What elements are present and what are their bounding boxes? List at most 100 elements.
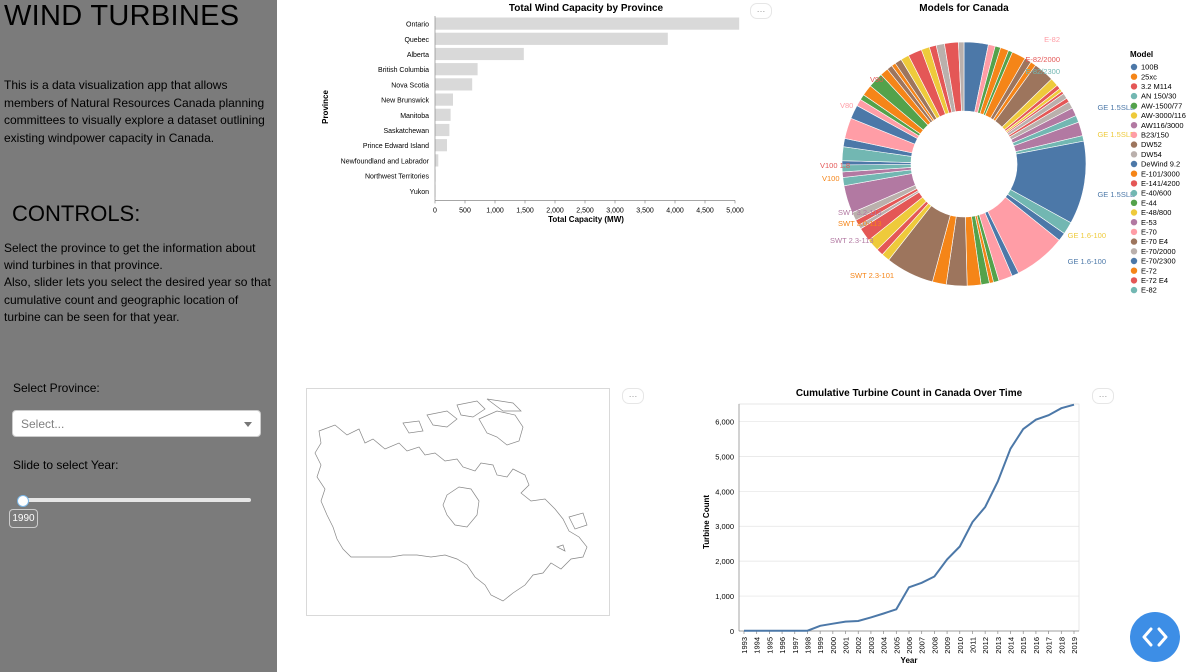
baffin-island-outline [478,410,524,446]
donut-slice-label: SWT 3.2-113 [838,208,882,217]
donut-legend-swatch [1130,122,1138,129]
donut-legend-label: E-72 [1141,266,1157,275]
bar-category-label: Alberta [407,52,429,59]
line-x-tick-label: 1993 [740,637,749,654]
line-x-tick-label: 2019 [1070,637,1079,654]
line-gridlines [738,403,1080,632]
donut-legend-swatch [1130,112,1138,119]
line-x-tick-label: 2010 [956,637,965,654]
turbine-map[interactable] [306,388,610,616]
controls-desc-province: Select the province to get the informati… [4,241,256,273]
donut-legend-swatch [1130,286,1138,294]
line-x-tick-label: 2011 [968,637,977,653]
bar-x-tick-label: 2,000 [546,207,564,214]
donut-legend-label: DW54 [1141,150,1162,159]
line-chart-action-menu[interactable]: … [1092,388,1114,404]
bar-category-label: New Brunswick [381,98,429,105]
map-action-menu[interactable]: … [622,388,644,404]
donut-legend-label: E-44 [1141,198,1157,207]
bar-category-label: British Columbia [378,67,429,74]
line-y-tick-label: 0 [730,627,734,636]
year-slider-handle[interactable] [17,495,29,507]
line-x-tick-label: 2005 [892,637,901,654]
line-x-axis-label: Year [901,656,918,665]
donut-legend-swatch [1130,277,1138,284]
line-x-tick-label: 1997 [791,637,800,654]
arctic-island-1 [426,410,458,428]
donut-legend-label: B23/150 [1141,131,1169,140]
donut-legend-swatch [1130,73,1138,80]
donut-slices [841,41,1087,287]
donut-legend-label: 25xc [1141,72,1157,81]
donut-legend-label: DeWind 9.2 [1141,160,1180,169]
line-x-tick-label: 1994 [753,637,762,654]
bar-chart-title: Total Wind Capacity by Province [509,3,664,14]
province-dropdown[interactable]: Select... [12,410,261,437]
donut-slice-label: V100 1.8 [820,161,850,170]
donut-legend-label: E-72 E4 [1141,276,1168,285]
bar-x-tick-label: 1,000 [486,207,504,214]
bar-x-tick-label: 0 [433,207,437,214]
bar-x-tick-label: 4,500 [696,207,714,214]
donut-legend-label: 100B [1141,63,1159,72]
line-x-tick-label: 2013 [994,637,1003,654]
code-brackets-icon[interactable] [1130,612,1180,662]
capacity-bar-chart: Total Wind Capacity by Province Ontario Q… [321,3,744,224]
line-y-tick-label: 1,000 [715,592,734,601]
bar-category-label: Northwest Territories [365,174,430,181]
bar-category-labels: Ontario Quebec Alberta British Columbia Nova… [341,22,430,196]
donut-slice-label: E-82/2000 [1025,55,1060,64]
bar-category-label: Ontario [406,22,429,29]
line-y-axis-label: Turbine Count [702,495,711,549]
line-x-tick-label: 1996 [778,637,787,654]
bar-chart-action-menu[interactable]: … [750,3,772,19]
donut-legend-swatch [1130,160,1138,168]
bar-category-label: Nova Scotia [391,82,429,89]
bar-mark [435,17,740,30]
donut-legend-label: E-82 [1141,286,1157,295]
controls-desc-slider: Also, slider lets you select the desired… [4,275,271,324]
line-x-tick-label: 2003 [867,637,876,654]
donut-slice-label: GE 1.5SLE [1097,130,1135,139]
chevron-down-icon[interactable] [244,422,252,427]
donut-legend-swatch [1130,63,1138,71]
line-y-tick-label: 6,000 [715,417,734,426]
donut-legend-label: E-70 [1141,228,1157,237]
line-x-tick-label: 2000 [829,637,838,654]
bar-mark [435,108,451,121]
donut-legend-swatch [1130,199,1138,206]
donut-legend-swatch [1130,83,1138,90]
donut-slice-labels: GE 1.5SLE GE 1.5SLE GE 1.5SLE GE 1.6-100 GE … [820,35,1135,280]
donut-slice-label: E-82/2300 [1025,67,1060,76]
donut-legend-swatch [1130,248,1138,255]
donut-legend-swatch [1130,189,1138,197]
arctic-island-2 [456,400,486,418]
bar-mark [435,32,668,45]
line-x-tick-label: 1999 [816,637,825,654]
donut-slice-label: V90 [870,75,883,84]
donut-legend-label: AW-3000/116 [1141,111,1186,120]
donut-legend-swatch [1130,219,1138,226]
line-x-tick-label: 1998 [803,637,812,654]
year-slider-track[interactable] [20,498,251,502]
mainland-outline [314,424,588,602]
bar-category-label: Prince Edward Island [363,143,429,150]
donut-legend-label: 3.2 M114 [1141,82,1172,91]
donut-legend-label: E-40/600 [1141,189,1171,198]
line-x-tick-label: 2001 [842,637,851,654]
line-x-tick-label: 2018 [1057,637,1066,654]
line-x-tick-label: 2009 [943,637,952,654]
bar-category-label: Newfoundland and Labrador [341,158,430,165]
year-slider-value: 1990 [9,509,38,528]
line-x-tick-label: 2015 [1019,637,1028,654]
bar-x-tick-label: 3,500 [636,207,654,214]
arctic-island-4 [402,420,424,434]
line-x-tick-label: 2002 [854,637,863,654]
bar-x-tick-label: 500 [459,207,471,214]
donut-legend-swatch [1130,102,1138,110]
donut-slice-label: GE 1.5SLE [1097,103,1135,112]
line-x-tick-label: 2016 [1032,637,1041,654]
bar-x-tick-label: 3,000 [606,207,624,214]
donut-legend-swatch [1130,151,1138,158]
arctic-island-3 [486,398,522,412]
